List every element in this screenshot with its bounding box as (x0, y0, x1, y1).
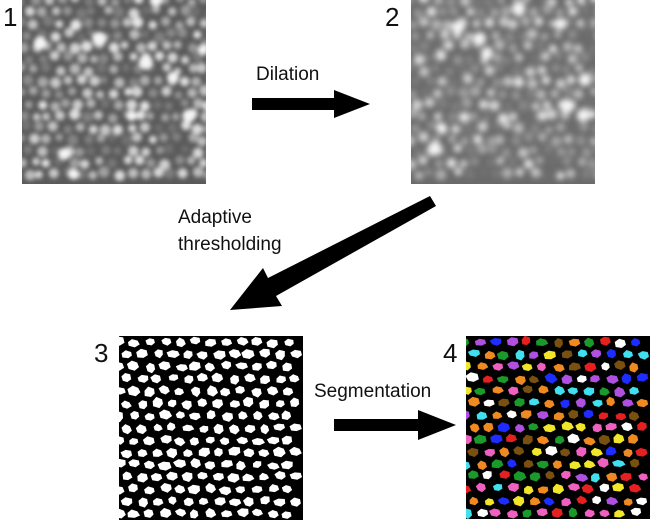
segmentation-caption: Segmentation (314, 381, 431, 403)
step-2-label: 2 (385, 4, 399, 30)
segmented-image-panel (466, 336, 650, 519)
dilation-caption: Dilation (256, 64, 319, 86)
step-3-label: 3 (94, 340, 108, 366)
step-4-label: 4 (443, 340, 457, 366)
dilation-arrow (250, 88, 372, 120)
thresholding-arrow (226, 194, 442, 316)
thresholded-image-panel (119, 336, 303, 520)
original-image-panel (22, 0, 206, 184)
step-1-label: 1 (3, 4, 17, 30)
segmentation-arrow (332, 408, 458, 442)
dilated-image-panel (411, 0, 595, 184)
